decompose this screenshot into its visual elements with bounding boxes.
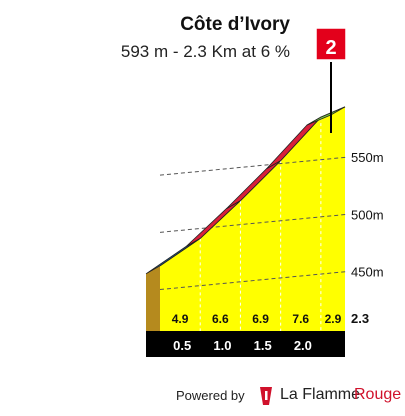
brand-name-accent: Rouge <box>354 386 402 403</box>
gradient-label: 6.9 <box>252 312 269 326</box>
gradient-segment <box>306 106 346 126</box>
grid-lines <box>159 117 348 331</box>
climb-title: Côte d’Ivory <box>180 14 290 35</box>
profile-side-face <box>146 265 160 331</box>
category-label: 2 <box>325 37 336 59</box>
gradient-label: 2.9 <box>325 312 342 326</box>
profile-fill <box>159 106 346 331</box>
grid-line <box>159 213 348 233</box>
summit-flag: 2 <box>315 27 347 133</box>
distance-tick-label: 2.0 <box>294 338 312 353</box>
powered-by-label: Powered by <box>176 388 245 403</box>
grid-line <box>159 271 348 291</box>
gradient-label: 4.9 <box>172 312 189 326</box>
chart-labels: 450m 500m 550m 4.9 6.6 6.9 7.6 2.9 0.5 1.0 1.5 2.0 2… <box>172 150 384 353</box>
distance-band <box>146 331 345 357</box>
distance-tick-label: 1.5 <box>254 338 272 353</box>
y-tick-label: 550m <box>351 150 384 165</box>
footer: Powered by La Flamme Rouge <box>0 383 405 409</box>
flame-logo-icon <box>260 387 272 405</box>
profile-area <box>160 106 345 331</box>
climb-subtitle: 593 m - 2.3 Km at 6 % <box>120 42 290 61</box>
y-tick-label: 500m <box>351 207 384 222</box>
distance-tick-label: 1.0 <box>213 338 231 353</box>
gradient-label: 6.6 <box>212 312 229 326</box>
profile-base <box>146 265 345 357</box>
category-flag <box>315 27 347 61</box>
gradient-label: 7.6 <box>292 312 309 326</box>
elevation-profile-chart: 2 450m 500m 550m 4.9 6.6 6.9 7.6 2.9 0.5 1.0 1.5 2.… <box>145 27 384 357</box>
gradient-ribbon <box>145 106 346 275</box>
grid-line <box>159 156 348 176</box>
brand-name: La Flamme <box>280 386 361 403</box>
distance-tick-label: 2.3 <box>351 311 369 326</box>
distance-tick-label: 0.5 <box>173 338 191 353</box>
y-tick-label: 450m <box>351 265 384 280</box>
